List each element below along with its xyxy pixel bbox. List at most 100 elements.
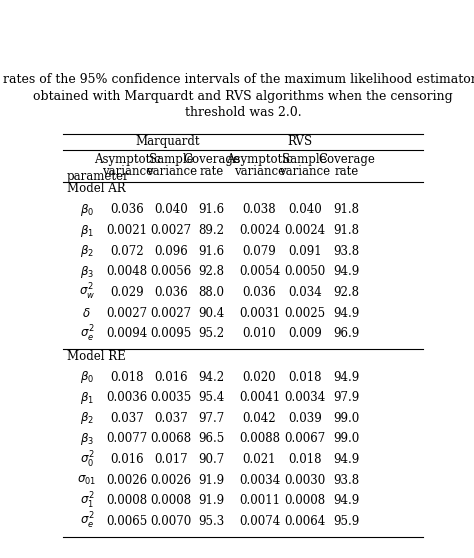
Text: variance: variance <box>101 165 153 177</box>
Text: 0.018: 0.018 <box>288 453 321 466</box>
Text: 0.096: 0.096 <box>155 244 188 258</box>
Text: 0.0070: 0.0070 <box>151 515 192 528</box>
Text: 95.4: 95.4 <box>199 391 225 404</box>
Text: 0.0026: 0.0026 <box>151 474 192 487</box>
Text: 0.0054: 0.0054 <box>239 265 280 278</box>
Text: 92.8: 92.8 <box>199 265 225 278</box>
Text: Coverage: Coverage <box>183 153 240 166</box>
Text: 93.8: 93.8 <box>333 244 360 258</box>
Text: 95.2: 95.2 <box>199 327 225 340</box>
Text: $\sigma^2_1$: $\sigma^2_1$ <box>80 491 94 511</box>
Text: 94.9: 94.9 <box>333 371 360 383</box>
Text: 96.9: 96.9 <box>333 327 360 340</box>
Text: 0.018: 0.018 <box>110 371 144 383</box>
Text: 0.029: 0.029 <box>110 286 144 299</box>
Text: 99.0: 99.0 <box>333 412 360 425</box>
Text: 0.037: 0.037 <box>155 412 188 425</box>
Text: Model RE: Model RE <box>66 349 125 363</box>
Text: 0.038: 0.038 <box>243 204 276 217</box>
Text: 0.0094: 0.0094 <box>107 327 148 340</box>
Text: 0.0031: 0.0031 <box>239 306 280 320</box>
Text: 0.017: 0.017 <box>155 453 188 466</box>
Text: 0.0025: 0.0025 <box>284 306 325 320</box>
Text: 94.9: 94.9 <box>333 494 360 507</box>
Text: 97.9: 97.9 <box>333 391 360 404</box>
Text: 95.9: 95.9 <box>333 515 360 528</box>
Text: Asymptotic: Asymptotic <box>94 153 161 166</box>
Text: 94.9: 94.9 <box>333 453 360 466</box>
Text: 0.0008: 0.0008 <box>107 494 148 507</box>
Text: 0.0048: 0.0048 <box>107 265 148 278</box>
Text: 0.009: 0.009 <box>288 327 321 340</box>
Text: 0.0011: 0.0011 <box>239 494 280 507</box>
Text: 91.8: 91.8 <box>334 204 359 217</box>
Text: Asymptotic: Asymptotic <box>226 153 293 166</box>
Text: 95.3: 95.3 <box>199 515 225 528</box>
Text: 0.034: 0.034 <box>288 286 321 299</box>
Text: $\sigma^2_e$: $\sigma^2_e$ <box>80 324 94 344</box>
Text: 0.039: 0.039 <box>288 412 321 425</box>
Text: 0.0034: 0.0034 <box>284 391 325 404</box>
Text: 94.9: 94.9 <box>333 306 360 320</box>
Text: 0.021: 0.021 <box>243 453 276 466</box>
Text: 0.0088: 0.0088 <box>239 432 280 445</box>
Text: Coverage: Coverage <box>318 153 375 166</box>
Text: $\beta_1$: $\beta_1$ <box>80 223 94 239</box>
Text: 0.0041: 0.0041 <box>239 391 280 404</box>
Text: 0.016: 0.016 <box>155 371 188 383</box>
Text: rate: rate <box>334 165 359 177</box>
Text: $\beta_3$: $\beta_3$ <box>80 431 94 447</box>
Text: 0.0056: 0.0056 <box>151 265 192 278</box>
Text: 92.8: 92.8 <box>334 286 359 299</box>
Text: 94.9: 94.9 <box>333 265 360 278</box>
Text: 0.0024: 0.0024 <box>239 224 280 237</box>
Text: RVS: RVS <box>287 135 312 148</box>
Text: 0.016: 0.016 <box>110 453 144 466</box>
Text: 0.0050: 0.0050 <box>284 265 325 278</box>
Text: Marquardt: Marquardt <box>136 135 200 148</box>
Text: Model AR: Model AR <box>66 182 125 195</box>
Text: 0.020: 0.020 <box>243 371 276 383</box>
Text: $\delta$: $\delta$ <box>82 306 91 320</box>
Text: 0.0035: 0.0035 <box>151 391 192 404</box>
Text: rates of the 95% confidence intervals of the maximum likelihood estimators: rates of the 95% confidence intervals of… <box>3 74 474 86</box>
Text: 0.0036: 0.0036 <box>107 391 148 404</box>
Text: 0.0065: 0.0065 <box>107 515 148 528</box>
Text: 91.8: 91.8 <box>334 224 359 237</box>
Text: parameter: parameter <box>66 170 129 184</box>
Text: 89.2: 89.2 <box>199 224 225 237</box>
Text: 0.0077: 0.0077 <box>107 432 148 445</box>
Text: 0.0008: 0.0008 <box>284 494 325 507</box>
Text: 0.036: 0.036 <box>110 204 144 217</box>
Text: $\sigma_{01}$: $\sigma_{01}$ <box>77 474 96 487</box>
Text: 0.0064: 0.0064 <box>284 515 325 528</box>
Text: Sample: Sample <box>283 153 327 166</box>
Text: 0.0068: 0.0068 <box>151 432 192 445</box>
Text: 0.072: 0.072 <box>110 244 144 258</box>
Text: 0.0074: 0.0074 <box>239 515 280 528</box>
Text: $\beta_2$: $\beta_2$ <box>80 243 94 259</box>
Text: 0.040: 0.040 <box>288 204 321 217</box>
Text: 0.036: 0.036 <box>243 286 276 299</box>
Text: obtained with Marquardt and RVS algorithms when the censoring: obtained with Marquardt and RVS algorith… <box>33 90 453 103</box>
Text: rate: rate <box>200 165 224 177</box>
Text: 0.0021: 0.0021 <box>107 224 148 237</box>
Text: 0.0027: 0.0027 <box>107 306 148 320</box>
Text: 0.091: 0.091 <box>288 244 321 258</box>
Text: 91.6: 91.6 <box>199 204 225 217</box>
Text: threshold was 2.0.: threshold was 2.0. <box>184 106 301 119</box>
Text: $\beta_1$: $\beta_1$ <box>80 389 94 406</box>
Text: 0.036: 0.036 <box>155 286 188 299</box>
Text: 0.042: 0.042 <box>243 412 276 425</box>
Text: $\beta_0$: $\beta_0$ <box>80 202 94 218</box>
Text: 0.0095: 0.0095 <box>151 327 192 340</box>
Text: variance: variance <box>279 165 330 177</box>
Text: 94.2: 94.2 <box>199 371 225 383</box>
Text: 0.0024: 0.0024 <box>284 224 325 237</box>
Text: 0.079: 0.079 <box>243 244 276 258</box>
Text: 91.9: 91.9 <box>199 494 225 507</box>
Text: 93.8: 93.8 <box>333 474 360 487</box>
Text: 0.0008: 0.0008 <box>151 494 192 507</box>
Text: $\beta_3$: $\beta_3$ <box>80 264 94 280</box>
Text: variance: variance <box>234 165 285 177</box>
